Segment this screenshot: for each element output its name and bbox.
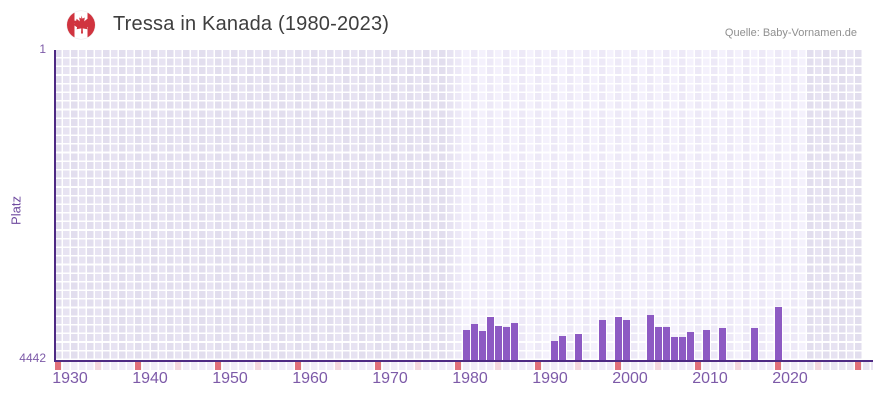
canada-flag-icon [66,10,96,40]
bar-2020[interactable] [775,307,782,360]
decade-mark-1970 [375,362,382,370]
bar-1992[interactable] [551,341,558,360]
bar-2001[interactable] [623,320,630,360]
x-tick-2020: 2020 [772,370,808,387]
decade-mark-1980 [455,362,462,370]
half-decade-mark-1935 [95,362,102,370]
decade-mark-1960 [295,362,302,370]
y-tick-bottom: 4442 [19,351,46,365]
x-tick-1980: 1980 [452,370,488,387]
bar-2017[interactable] [751,328,758,360]
x-tick-1970: 1970 [372,370,408,387]
decade-mark-2030 [855,362,862,370]
decade-mark-1950 [215,362,222,370]
bar-1984[interactable] [487,316,494,360]
decade-mark-2000 [615,362,622,370]
bar-1995[interactable] [575,334,582,360]
decade-mark-2020 [775,362,782,370]
x-tick-1940: 1940 [132,370,168,387]
half-decade-mark-1955 [255,362,262,370]
plot-area [55,50,863,360]
chart-title: Tressa in Kanada (1980-2023) [113,13,390,35]
bar-2006[interactable] [663,327,670,360]
source-credit: Quelle: Baby-Vornamen.de [724,27,857,39]
bar-1987[interactable] [511,322,518,360]
x-tick-1930: 1930 [52,370,88,387]
y-axis-title: Platz [8,196,24,225]
bar-1998[interactable] [599,320,606,360]
bar-2000[interactable] [615,316,622,360]
bar-1983[interactable] [479,330,486,360]
bar-1982[interactable] [471,323,478,360]
bar-2013[interactable] [719,328,726,360]
year-mark-strip-dark-section [807,362,873,370]
half-decade-mark-1995 [575,362,582,370]
x-axis-line [54,360,873,362]
bar-2004[interactable] [647,314,654,360]
bar-2005[interactable] [655,327,662,360]
x-tick-2010: 2010 [692,370,728,387]
bar-1993[interactable] [559,336,566,360]
x-tick-1960: 1960 [292,370,328,387]
x-tick-1990: 1990 [532,370,568,387]
decade-mark-1990 [535,362,542,370]
grid-lines [55,50,863,360]
bar-2011[interactable] [703,329,710,360]
half-decade-mark-1985 [495,362,502,370]
bar-1985[interactable] [495,326,502,360]
half-decade-mark-1945 [175,362,182,370]
half-decade-mark-2005 [655,362,662,370]
y-tick-top: 1 [39,42,46,56]
half-decade-mark-1965 [335,362,342,370]
bar-1981[interactable] [463,329,470,360]
bar-2009[interactable] [687,331,694,360]
bar-2007[interactable] [671,337,678,360]
half-decade-mark-2015 [735,362,742,370]
bar-1986[interactable] [503,327,510,360]
y-axis-line [54,50,56,362]
decade-mark-1930 [55,362,62,370]
decade-mark-2010 [695,362,702,370]
bar-2008[interactable] [679,337,686,360]
x-tick-2000: 2000 [612,370,648,387]
half-decade-mark-2025 [815,362,822,370]
x-tick-1950: 1950 [212,370,248,387]
decade-mark-1940 [135,362,142,370]
half-decade-mark-1975 [415,362,422,370]
year-mark-strip [55,362,873,370]
